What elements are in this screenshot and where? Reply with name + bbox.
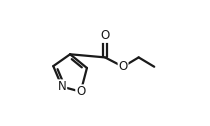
Text: N: N	[58, 80, 66, 93]
Text: O: O	[118, 60, 128, 73]
Text: O: O	[100, 29, 110, 42]
Text: O: O	[76, 85, 85, 98]
